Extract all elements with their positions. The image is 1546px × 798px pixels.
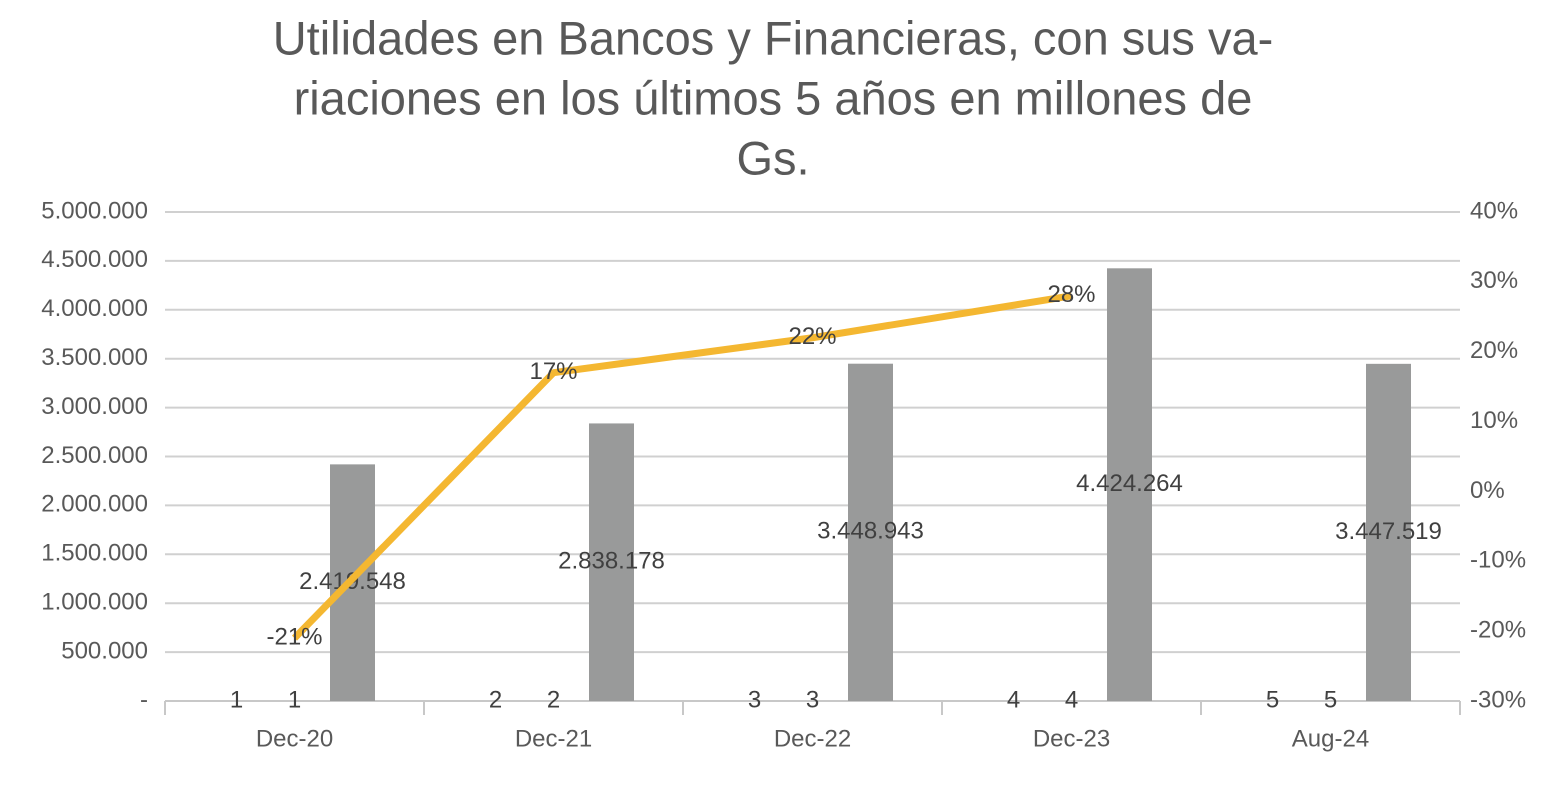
y-tick-label: 2.500.000 — [41, 442, 148, 469]
bar — [1107, 268, 1152, 701]
y-tick-label: 500.000 — [61, 637, 148, 664]
y2-tick-label: -30% — [1470, 686, 1526, 713]
bar-data-label: 5 — [1324, 686, 1337, 713]
y-tick-label: 1.500.000 — [41, 540, 148, 567]
y2-tick-label: -10% — [1470, 547, 1526, 574]
chart-title: Gs. — [736, 131, 809, 184]
bar-data-label: 1 — [288, 686, 301, 713]
y2-tick-label: 40% — [1470, 197, 1518, 224]
bar-data-label: 3 — [806, 686, 819, 713]
y-tick-label: 3.000.000 — [41, 393, 148, 420]
x-tick-label: Dec-23 — [1033, 725, 1110, 752]
line-data-label: 17% — [529, 358, 577, 385]
bar-data-label: 4 — [1065, 686, 1078, 713]
x-tick-label: Dec-20 — [256, 725, 333, 752]
bar — [848, 363, 893, 701]
y2-tick-label: 10% — [1470, 407, 1518, 434]
bar-data-label: 3.448.943 — [817, 518, 924, 545]
y2-tick-label: 30% — [1470, 267, 1518, 294]
bar-data-label: 3.447.519 — [1335, 518, 1442, 545]
bar — [589, 423, 634, 701]
line — [291, 292, 1073, 641]
x-tick-label: Aug-24 — [1292, 725, 1369, 752]
y-tick-label: 4.000.000 — [41, 295, 148, 322]
x-tick-label: Dec-21 — [515, 725, 592, 752]
y-tick-label: 5.000.000 — [41, 197, 148, 224]
chart-title: Utilidades en Bancos y Financieras, con … — [273, 11, 1274, 64]
y-tick-label: - — [140, 686, 148, 713]
y2-tick-label: 20% — [1470, 337, 1518, 364]
bar-data-label: 2 — [547, 686, 560, 713]
y2-tick-label: -20% — [1470, 616, 1526, 643]
bar-data-label: 1 — [230, 686, 243, 713]
y-tick-label: 4.500.000 — [41, 246, 148, 273]
y-tick-label: 3.500.000 — [41, 344, 148, 371]
y-tick-label: 2.000.000 — [41, 491, 148, 518]
chart-title: riaciones en los últimos 5 años en millo… — [294, 71, 1253, 124]
bar-data-label: 2 — [489, 686, 502, 713]
y-tick-label: 1.000.000 — [41, 589, 148, 616]
bar-data-label: 5 — [1266, 686, 1279, 713]
bar-data-label: 2.838.178 — [558, 548, 665, 575]
bar-data-label: 4.424.264 — [1076, 470, 1183, 497]
line-data-label: 28% — [1047, 281, 1095, 308]
x-tick-label: Dec-22 — [774, 725, 851, 752]
bar — [1366, 363, 1411, 701]
line-data-label: -21% — [266, 623, 322, 650]
line-data-label: 22% — [788, 323, 836, 350]
bar-data-label: 3 — [748, 686, 761, 713]
y2-tick-label: 0% — [1470, 477, 1505, 504]
bar-data-label: 4 — [1007, 686, 1020, 713]
